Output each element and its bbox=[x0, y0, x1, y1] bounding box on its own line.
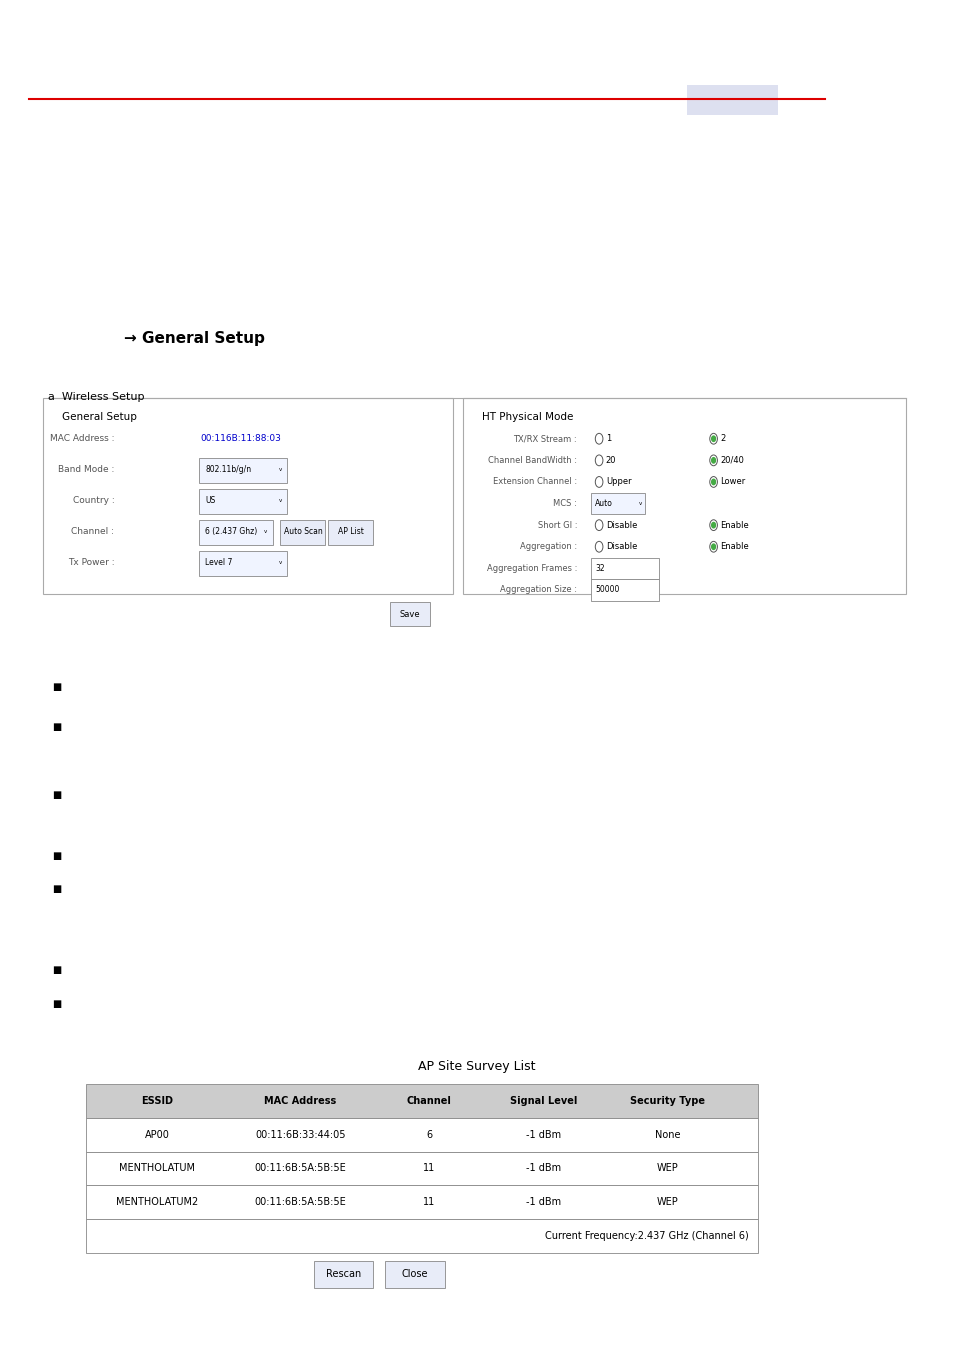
Text: 00:11:6B:33:44:05: 00:11:6B:33:44:05 bbox=[255, 1130, 345, 1139]
FancyBboxPatch shape bbox=[43, 398, 453, 594]
Text: -1 dBm: -1 dBm bbox=[526, 1197, 560, 1207]
Text: v: v bbox=[278, 560, 281, 566]
FancyBboxPatch shape bbox=[199, 520, 273, 545]
Text: Country :: Country : bbox=[72, 497, 114, 505]
FancyBboxPatch shape bbox=[86, 1118, 758, 1152]
Text: Enable: Enable bbox=[720, 521, 748, 529]
Text: 802.11b/g/n: 802.11b/g/n bbox=[205, 466, 251, 474]
Text: Aggregation :: Aggregation : bbox=[519, 543, 577, 551]
Text: 00:11:6B:5A:5B:5E: 00:11:6B:5A:5B:5E bbox=[254, 1164, 346, 1173]
Circle shape bbox=[711, 436, 715, 441]
Text: Channel BandWidth :: Channel BandWidth : bbox=[488, 456, 577, 464]
Text: Tx Power :: Tx Power : bbox=[68, 559, 114, 567]
Text: Extension Channel :: Extension Channel : bbox=[493, 478, 577, 486]
Text: US: US bbox=[205, 497, 215, 505]
Text: General Setup: General Setup bbox=[62, 412, 136, 421]
Text: Short GI :: Short GI : bbox=[537, 521, 577, 529]
Text: ■: ■ bbox=[52, 790, 62, 799]
Text: 32: 32 bbox=[595, 564, 604, 572]
Text: None: None bbox=[655, 1130, 679, 1139]
Text: MAC Address: MAC Address bbox=[264, 1096, 336, 1106]
Text: -1 dBm: -1 dBm bbox=[526, 1130, 560, 1139]
Text: ESSID: ESSID bbox=[141, 1096, 173, 1106]
Text: Upper: Upper bbox=[605, 478, 631, 486]
Text: MENTHOLATUM: MENTHOLATUM bbox=[119, 1164, 195, 1173]
Text: Current Frequency:2.437 GHz (Channel 6): Current Frequency:2.437 GHz (Channel 6) bbox=[544, 1231, 748, 1241]
Text: 1: 1 bbox=[605, 435, 611, 443]
FancyBboxPatch shape bbox=[590, 493, 644, 514]
Text: MENTHOLATUM2: MENTHOLATUM2 bbox=[116, 1197, 198, 1207]
FancyBboxPatch shape bbox=[199, 551, 287, 576]
Circle shape bbox=[711, 544, 715, 549]
Text: MAC Address :: MAC Address : bbox=[50, 435, 114, 443]
Text: → General Setup: → General Setup bbox=[124, 331, 265, 346]
Circle shape bbox=[711, 458, 715, 463]
FancyBboxPatch shape bbox=[199, 458, 287, 483]
Text: Lower: Lower bbox=[720, 478, 744, 486]
Text: AP Site Survey List: AP Site Survey List bbox=[417, 1060, 536, 1073]
Text: Close: Close bbox=[401, 1269, 428, 1280]
Text: Signal Level: Signal Level bbox=[510, 1096, 577, 1106]
Text: 6 (2.437 Ghz): 6 (2.437 Ghz) bbox=[205, 528, 257, 536]
Text: 00:11:6B:5A:5B:5E: 00:11:6B:5A:5B:5E bbox=[254, 1197, 346, 1207]
FancyBboxPatch shape bbox=[385, 1261, 444, 1288]
Text: 20/40: 20/40 bbox=[720, 456, 743, 464]
Text: Security Type: Security Type bbox=[630, 1096, 704, 1106]
Text: 00:116B:11:88:03: 00:116B:11:88:03 bbox=[200, 435, 281, 443]
FancyBboxPatch shape bbox=[86, 1185, 758, 1219]
Text: 20: 20 bbox=[605, 456, 616, 464]
Text: WEP: WEP bbox=[657, 1197, 678, 1207]
Circle shape bbox=[711, 479, 715, 485]
Text: 11: 11 bbox=[423, 1197, 435, 1207]
FancyBboxPatch shape bbox=[280, 520, 325, 545]
FancyBboxPatch shape bbox=[462, 398, 905, 594]
FancyBboxPatch shape bbox=[390, 602, 430, 626]
Text: Rescan: Rescan bbox=[326, 1269, 360, 1280]
Text: Channel: Channel bbox=[406, 1096, 452, 1106]
Text: Aggregation Frames :: Aggregation Frames : bbox=[486, 564, 577, 572]
Text: ■: ■ bbox=[52, 682, 62, 691]
Text: 11: 11 bbox=[423, 1164, 435, 1173]
FancyBboxPatch shape bbox=[314, 1261, 373, 1288]
Text: v: v bbox=[639, 501, 641, 506]
Text: AP00: AP00 bbox=[145, 1130, 170, 1139]
Text: HT Physical Mode: HT Physical Mode bbox=[481, 412, 573, 421]
Text: Level 7: Level 7 bbox=[205, 559, 233, 567]
Text: Disable: Disable bbox=[605, 521, 637, 529]
Text: Band Mode :: Band Mode : bbox=[58, 466, 114, 474]
Text: TX/RX Stream :: TX/RX Stream : bbox=[513, 435, 577, 443]
FancyBboxPatch shape bbox=[86, 1084, 758, 1118]
Text: ■: ■ bbox=[52, 884, 62, 894]
Text: AP List: AP List bbox=[337, 528, 363, 536]
Text: 50000: 50000 bbox=[595, 586, 619, 594]
Text: Enable: Enable bbox=[720, 543, 748, 551]
FancyBboxPatch shape bbox=[328, 520, 373, 545]
Text: Save: Save bbox=[399, 610, 420, 618]
Text: v: v bbox=[278, 498, 281, 504]
Text: MCS :: MCS : bbox=[553, 500, 577, 508]
Text: a  Wireless Setup: a Wireless Setup bbox=[48, 392, 144, 401]
FancyBboxPatch shape bbox=[199, 489, 287, 514]
FancyBboxPatch shape bbox=[86, 1152, 758, 1185]
Text: ■: ■ bbox=[52, 722, 62, 732]
Text: v: v bbox=[264, 529, 267, 535]
FancyBboxPatch shape bbox=[686, 85, 777, 115]
Text: v: v bbox=[278, 467, 281, 472]
FancyBboxPatch shape bbox=[590, 579, 659, 601]
Text: ■: ■ bbox=[52, 999, 62, 1008]
Text: Auto: Auto bbox=[595, 500, 613, 508]
Text: Channel :: Channel : bbox=[71, 528, 114, 536]
FancyBboxPatch shape bbox=[590, 558, 659, 579]
Text: Aggregation Size :: Aggregation Size : bbox=[499, 586, 577, 594]
Text: ■: ■ bbox=[52, 850, 62, 860]
Text: ■: ■ bbox=[52, 965, 62, 975]
Circle shape bbox=[711, 522, 715, 528]
Text: 6: 6 bbox=[426, 1130, 432, 1139]
Text: 2: 2 bbox=[720, 435, 725, 443]
FancyBboxPatch shape bbox=[86, 1219, 758, 1253]
Text: WEP: WEP bbox=[657, 1164, 678, 1173]
Text: -1 dBm: -1 dBm bbox=[526, 1164, 560, 1173]
Text: Disable: Disable bbox=[605, 543, 637, 551]
Text: Auto Scan: Auto Scan bbox=[283, 528, 322, 536]
